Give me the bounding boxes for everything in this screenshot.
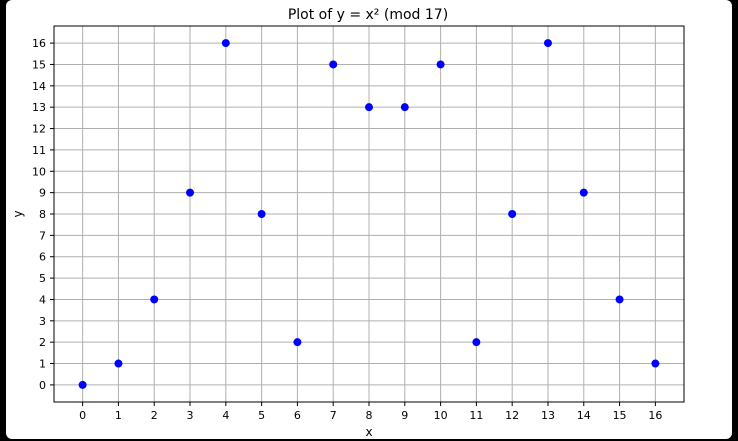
data-point xyxy=(651,359,660,368)
y-tick-label: 2 xyxy=(39,336,46,349)
data-point xyxy=(615,295,624,304)
data-point xyxy=(400,103,409,112)
x-tick-label: 10 xyxy=(434,409,448,422)
y-tick-label: 1 xyxy=(39,358,46,371)
y-tick-label: 14 xyxy=(32,80,46,93)
y-tick-label: 12 xyxy=(32,123,46,136)
data-point xyxy=(508,210,517,218)
x-tick-label: 6 xyxy=(294,409,301,422)
data-point xyxy=(436,60,445,69)
data-point xyxy=(365,103,373,112)
x-tick-label: 9 xyxy=(401,409,408,422)
data-point xyxy=(579,188,588,197)
y-tick-label: 6 xyxy=(39,251,46,264)
y-tick-label: 11 xyxy=(32,144,46,157)
x-axis-label: x xyxy=(365,425,372,439)
y-tick-label: 0 xyxy=(39,379,46,392)
y-tick-label: 3 xyxy=(39,315,46,328)
x-tick-label: 2 xyxy=(151,409,158,422)
y-tick-label: 4 xyxy=(39,293,46,306)
x-tick-label: 0 xyxy=(79,409,86,422)
y-tick-label: 9 xyxy=(39,187,46,200)
x-tick-label: 3 xyxy=(187,409,194,422)
data-point xyxy=(114,359,123,368)
chart-title: Plot of y = x² (mod 17) xyxy=(288,7,448,23)
tick-layer: 0 1 2 3 4 5 6 7 8 9 10 11 12 13 14 15 160123456789101112… xyxy=(32,37,662,422)
grid-layer xyxy=(54,26,684,402)
x-tick-label: 8 xyxy=(366,409,373,422)
x-tick-label: 16 xyxy=(648,409,662,422)
data-point xyxy=(543,39,552,48)
x-tick-label: 14 xyxy=(577,409,591,422)
x-tick-label: 11 xyxy=(469,409,483,422)
x-tick-label: 12 xyxy=(505,409,519,422)
x-tick-label: 5 xyxy=(258,409,265,422)
y-tick-label: 13 xyxy=(32,101,46,114)
scatter-chart: Plot of y = x² (mod 17) 0 1 2 3 4 5 6 7 8 9 10 11 12… xyxy=(11,7,685,439)
y-tick-label: 8 xyxy=(39,208,46,221)
y-axis-label: y xyxy=(11,210,25,217)
data-point xyxy=(472,338,481,347)
data-point xyxy=(150,295,159,304)
x-tick-label: 13 xyxy=(541,409,555,422)
data-point xyxy=(78,380,87,389)
y-tick-label: 7 xyxy=(39,229,46,242)
data-point xyxy=(329,60,338,69)
data-point xyxy=(257,210,266,218)
x-tick-label: 15 xyxy=(613,409,627,422)
data-point xyxy=(293,338,302,347)
y-tick-label: 16 xyxy=(32,37,46,50)
x-tick-label: 1 xyxy=(115,409,122,422)
y-tick-label: 15 xyxy=(32,58,46,71)
y-tick-label: 10 xyxy=(32,165,46,178)
point-layer xyxy=(78,39,660,389)
x-tick-label: 7 xyxy=(330,409,337,422)
y-tick-label: 5 xyxy=(39,272,46,285)
chart-window: Plot of y = x² (mod 17) 0 1 2 3 4 5 6 7 8 9 10 11 12… xyxy=(6,0,732,439)
data-point xyxy=(186,188,195,197)
x-tick-label: 4 xyxy=(222,409,229,422)
data-point xyxy=(221,39,230,48)
